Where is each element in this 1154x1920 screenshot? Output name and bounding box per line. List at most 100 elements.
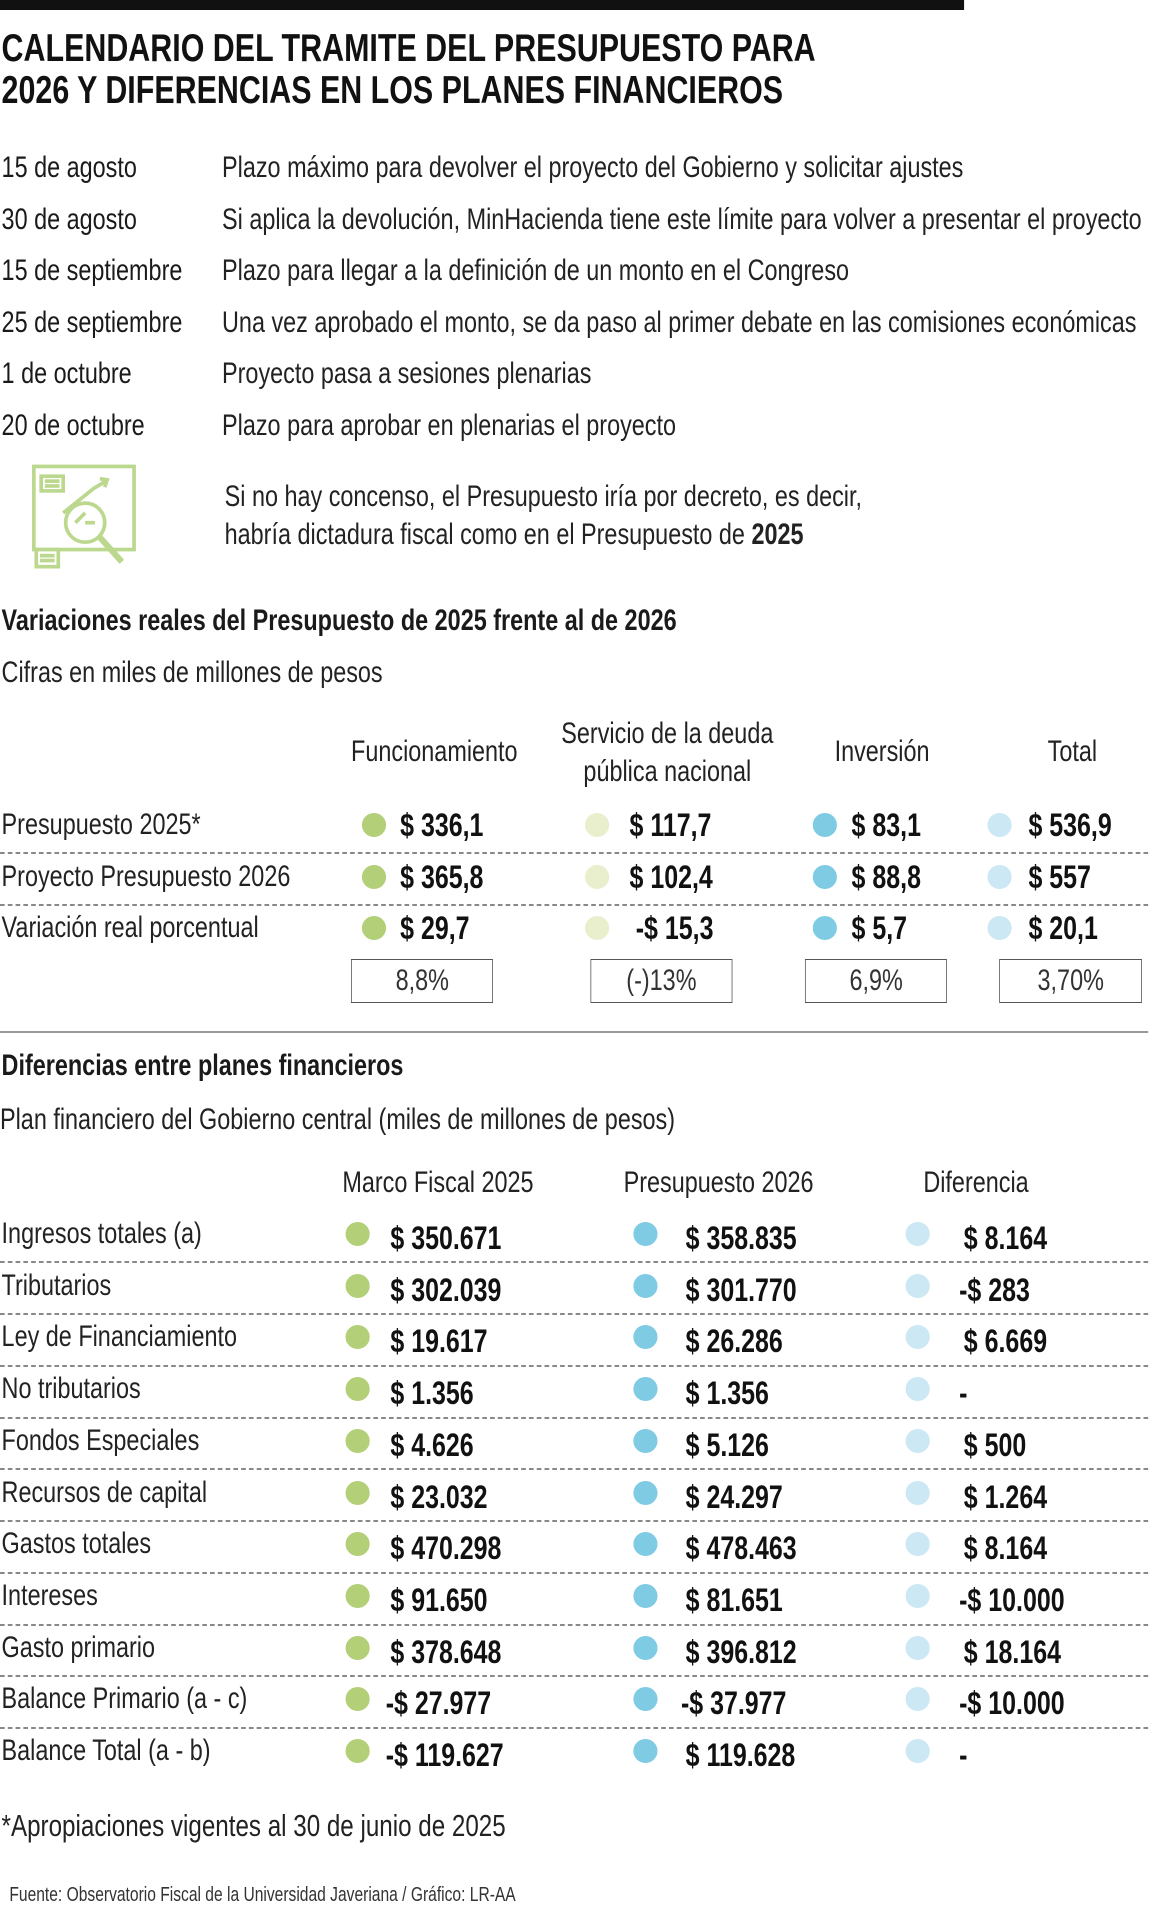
section1-subtitle: Cifras en miles de millones de pesos [1, 656, 383, 689]
column-header: Presupuesto 2026 [623, 1166, 814, 1200]
value-cell: $ 4.626 [390, 1426, 474, 1463]
legend-dot [813, 864, 838, 889]
legend-dot [633, 1583, 658, 1608]
legend-dot [633, 1480, 658, 1505]
row-divider [0, 1675, 1149, 1678]
row-label: Tributarios [1, 1268, 112, 1302]
value-cell: -$ 15,3 [635, 910, 714, 947]
value-cell: $ 365,8 [400, 858, 484, 895]
value-cell: $ 88,8 [851, 858, 921, 895]
legend-dot [345, 1583, 370, 1608]
legend-dot [633, 1273, 658, 1298]
value-cell: $ 29,7 [400, 910, 470, 947]
title-line-2: 2026 Y DIFERENCIAS EN LOS PLANES FINANCI… [1, 69, 784, 112]
percentage-box: (-)13% [590, 958, 733, 1003]
calendar-date: 1 de octubre [1, 357, 132, 391]
row-label: Fondos Especiales [1, 1423, 200, 1457]
calendar-description: Plazo para llegar a la definición de un … [222, 254, 850, 288]
value-cell: $ 18.164 [963, 1633, 1061, 1670]
row-divider [0, 1468, 1149, 1471]
row-label: Gasto primario [1, 1630, 156, 1664]
value-cell: $ 81.651 [685, 1581, 783, 1618]
note-text: habría dictadura fiscal como en el Presu… [224, 518, 752, 551]
value-cell: $ 378.648 [390, 1633, 502, 1670]
legend-dot [345, 1325, 370, 1350]
section1-title: Variaciones reales del Presupuesto de 20… [1, 604, 677, 637]
legend-dot [905, 1635, 930, 1660]
row-divider [0, 1727, 1149, 1730]
legend-dot [361, 812, 386, 837]
value-cell: $ 301.770 [685, 1271, 797, 1308]
row-divider [0, 1364, 1149, 1367]
value-cell: $ 470.298 [390, 1530, 502, 1567]
calendar-description: Proyecto pasa a sesiones plenarias [222, 357, 592, 391]
legend-dot [345, 1273, 370, 1298]
calendar-date: 30 de agosto [1, 202, 137, 236]
column-header: Marco Fiscal 2025 [342, 1166, 534, 1200]
column-header: Funcionamiento [351, 734, 518, 768]
column-header: pública nacional [583, 755, 752, 789]
legend-dot [633, 1428, 658, 1453]
value-cell: -$ 10.000 [959, 1685, 1065, 1722]
value-cell: $ 20,1 [1028, 910, 1098, 947]
value-cell: $ 358.835 [685, 1219, 797, 1256]
legend-dot [345, 1221, 370, 1246]
legend-dot [905, 1739, 930, 1764]
legend-dot [987, 812, 1012, 837]
title-line-1: CALENDARIO DEL TRAMITE DEL PRESUPUESTO P… [1, 27, 816, 70]
section-divider [0, 1031, 1149, 1033]
value-cell: $ 536,9 [1028, 806, 1112, 843]
legend-dot [905, 1377, 930, 1402]
legend-dot [633, 1635, 658, 1660]
percentage-box: 8,8% [351, 958, 494, 1003]
percentage-box: 3,70% [999, 958, 1143, 1003]
legend-dot [987, 916, 1012, 941]
section2-title: Diferencias entre planes financieros [1, 1049, 404, 1082]
legend-dot [345, 1377, 370, 1402]
legend-dot [905, 1583, 930, 1608]
note-line-2: habría dictadura fiscal como en el Presu… [225, 518, 804, 552]
legend-dot [633, 1739, 658, 1764]
value-cell: $ 102,4 [629, 858, 713, 895]
row-label: Presupuesto 2025* [1, 807, 201, 841]
row-divider [0, 904, 1149, 907]
calendar-description: Plazo para aprobar en plenarias el proye… [222, 408, 677, 442]
value-cell: $ 350.671 [390, 1219, 502, 1256]
value-cell: $ 19.617 [390, 1323, 488, 1360]
value-cell: $ 8.164 [963, 1219, 1048, 1256]
calendar-description: Una vez aprobado el monto, se da paso al… [222, 305, 1137, 339]
calendar-date: 20 de octubre [1, 408, 145, 442]
row-label: Ingresos totales (a) [1, 1216, 202, 1250]
value-cell: $ 302.039 [390, 1271, 502, 1308]
value-cell: $ 26.286 [685, 1323, 783, 1360]
value-cell: -$ 27.977 [385, 1685, 492, 1722]
legend-dot [345, 1739, 370, 1764]
row-divider [0, 851, 1149, 854]
legend-dot [905, 1428, 930, 1453]
value-cell: $ 557 [1028, 858, 1091, 895]
row-label: Intereses [1, 1578, 98, 1612]
budget-analysis-icon [27, 464, 137, 574]
value-cell: $ 396.812 [685, 1633, 797, 1670]
legend-dot [905, 1325, 930, 1350]
percentage-box: 6,9% [805, 958, 948, 1003]
legend-dot [987, 864, 1012, 889]
note-line-1: Si no hay concenso, el Presupuesto iría … [224, 480, 863, 513]
row-label: Balance Total (a - b) [1, 1734, 211, 1768]
row-divider [0, 1313, 1149, 1316]
legend-dot [361, 864, 386, 889]
row-divider [0, 1261, 1149, 1264]
column-header: Diferencia [923, 1166, 1029, 1200]
value-cell: - [959, 1375, 968, 1412]
calendar-date: 15 de septiembre [1, 254, 183, 288]
value-cell: $ 5,7 [851, 910, 908, 947]
legend-dot [905, 1687, 930, 1712]
value-cell: $ 24.297 [685, 1478, 783, 1515]
legend-dot [361, 916, 386, 941]
value-cell: $ 1.356 [390, 1375, 474, 1412]
value-cell: $ 119.628 [685, 1737, 796, 1774]
column-header: Servicio de la deuda [561, 717, 774, 751]
legend-dot [345, 1428, 370, 1453]
column-header: Total [1047, 734, 1098, 768]
value-cell: $ 6.669 [963, 1323, 1048, 1360]
